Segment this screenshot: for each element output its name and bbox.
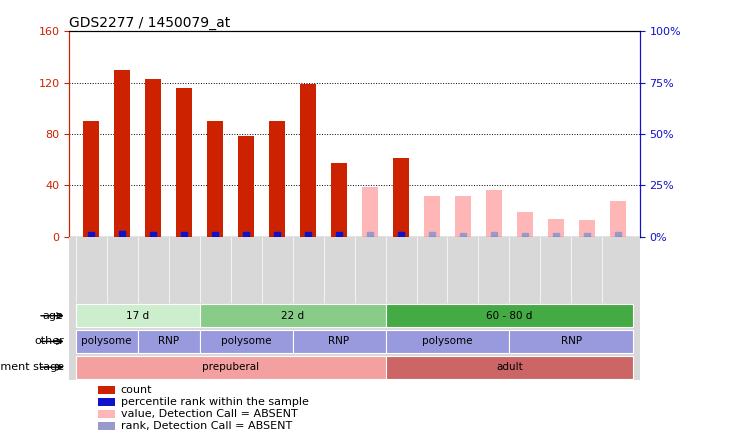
Text: count: count bbox=[121, 385, 152, 395]
Bar bbox=[114, 70, 130, 237]
Bar bbox=[98, 422, 115, 430]
Point bbox=[178, 231, 190, 238]
Bar bbox=[292, 330, 385, 353]
Text: rank, Detection Call = ABSENT: rank, Detection Call = ABSENT bbox=[121, 421, 292, 431]
Point bbox=[364, 232, 376, 239]
Bar bbox=[486, 190, 501, 237]
Bar bbox=[385, 330, 510, 353]
Bar bbox=[579, 220, 595, 237]
Bar bbox=[176, 87, 192, 237]
Bar bbox=[208, 121, 223, 237]
Bar bbox=[75, 330, 137, 353]
Bar bbox=[75, 304, 200, 327]
Text: 60 - 80 d: 60 - 80 d bbox=[486, 311, 533, 321]
Bar bbox=[137, 330, 200, 353]
Bar bbox=[238, 136, 254, 237]
Text: GDS2277 / 1450079_at: GDS2277 / 1450079_at bbox=[69, 16, 231, 30]
Bar bbox=[200, 330, 292, 353]
Point bbox=[302, 231, 314, 238]
Point bbox=[488, 232, 500, 239]
Text: RNP: RNP bbox=[328, 337, 349, 346]
Text: prepuberal: prepuberal bbox=[202, 362, 260, 372]
Text: RNP: RNP bbox=[561, 337, 582, 346]
Point bbox=[395, 231, 407, 238]
Bar bbox=[300, 84, 316, 237]
Point bbox=[550, 232, 562, 239]
Bar bbox=[83, 121, 99, 237]
Bar bbox=[610, 201, 626, 237]
Point bbox=[86, 231, 97, 238]
Bar bbox=[424, 196, 440, 237]
Bar bbox=[548, 219, 564, 237]
Text: development stage: development stage bbox=[0, 362, 64, 372]
Point bbox=[457, 232, 469, 239]
Bar bbox=[98, 386, 115, 394]
Bar bbox=[331, 163, 346, 237]
Text: 17 d: 17 d bbox=[126, 311, 149, 321]
Point bbox=[581, 232, 593, 239]
Text: age: age bbox=[43, 311, 64, 321]
Text: 22 d: 22 d bbox=[281, 311, 304, 321]
Bar bbox=[269, 121, 285, 237]
Point bbox=[612, 232, 624, 239]
Bar bbox=[385, 356, 634, 379]
Bar bbox=[510, 330, 634, 353]
Bar bbox=[145, 79, 161, 237]
Text: adult: adult bbox=[496, 362, 523, 372]
Bar bbox=[385, 304, 634, 327]
Text: polysome: polysome bbox=[423, 337, 473, 346]
Bar bbox=[363, 186, 378, 237]
Text: RNP: RNP bbox=[158, 337, 179, 346]
Text: percentile rank within the sample: percentile rank within the sample bbox=[121, 397, 308, 407]
Text: value, Detection Call = ABSENT: value, Detection Call = ABSENT bbox=[121, 409, 298, 419]
Text: other: other bbox=[34, 337, 64, 346]
Bar bbox=[98, 410, 115, 418]
Point bbox=[116, 231, 128, 238]
Point bbox=[426, 232, 438, 239]
Point bbox=[240, 231, 252, 238]
Point bbox=[333, 232, 345, 239]
Bar bbox=[75, 356, 385, 379]
Bar bbox=[200, 304, 385, 327]
Point bbox=[147, 231, 159, 238]
Text: polysome: polysome bbox=[221, 337, 271, 346]
Bar bbox=[455, 196, 471, 237]
Bar bbox=[98, 398, 115, 406]
Point bbox=[271, 231, 283, 238]
Point bbox=[209, 231, 221, 238]
Bar bbox=[393, 159, 409, 237]
Text: polysome: polysome bbox=[81, 337, 132, 346]
Point bbox=[519, 232, 531, 239]
Bar bbox=[518, 212, 533, 237]
